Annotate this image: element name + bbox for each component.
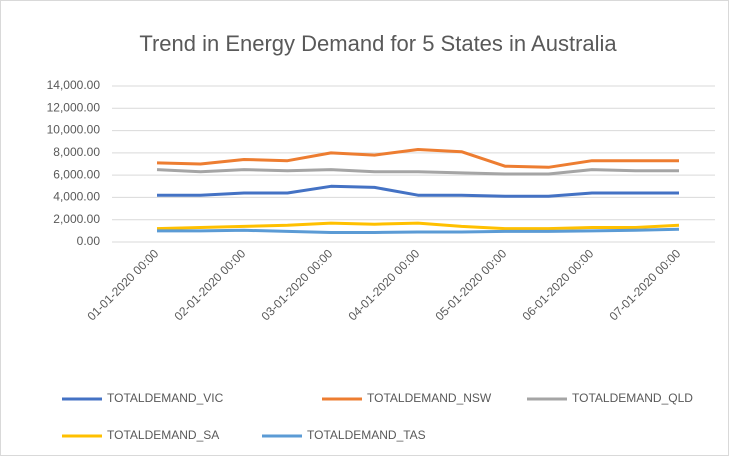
series-line bbox=[156, 168, 679, 176]
y-tick-label: 4,000.00 bbox=[53, 190, 100, 204]
y-tick-label: 2,000.00 bbox=[53, 212, 100, 226]
y-tick-label: 14,000.00 bbox=[47, 78, 101, 92]
legend-label: TOTALDEMAND_SA bbox=[107, 428, 219, 442]
legend-label: TOTALDEMAND_TAS bbox=[307, 428, 426, 442]
series-line bbox=[156, 148, 679, 169]
legend-label: TOTALDEMAND_NSW bbox=[367, 391, 492, 405]
series-line bbox=[157, 227, 680, 234]
y-tick-label: 10,000.00 bbox=[47, 123, 101, 137]
legend-label: TOTALDEMAND_QLD bbox=[572, 391, 693, 405]
y-tick-label: 8,000.00 bbox=[53, 145, 100, 159]
y-tick-label: 12,000.00 bbox=[47, 100, 101, 114]
chart-title: Trend in Energy Demand for 5 States in A… bbox=[139, 31, 617, 56]
y-tick-label: 0.00 bbox=[77, 234, 101, 248]
series-line bbox=[157, 184, 679, 198]
legend-label: TOTALDEMAND_VIC bbox=[107, 391, 224, 405]
y-tick-label: 6,000.00 bbox=[53, 167, 100, 181]
series-line bbox=[156, 221, 680, 231]
